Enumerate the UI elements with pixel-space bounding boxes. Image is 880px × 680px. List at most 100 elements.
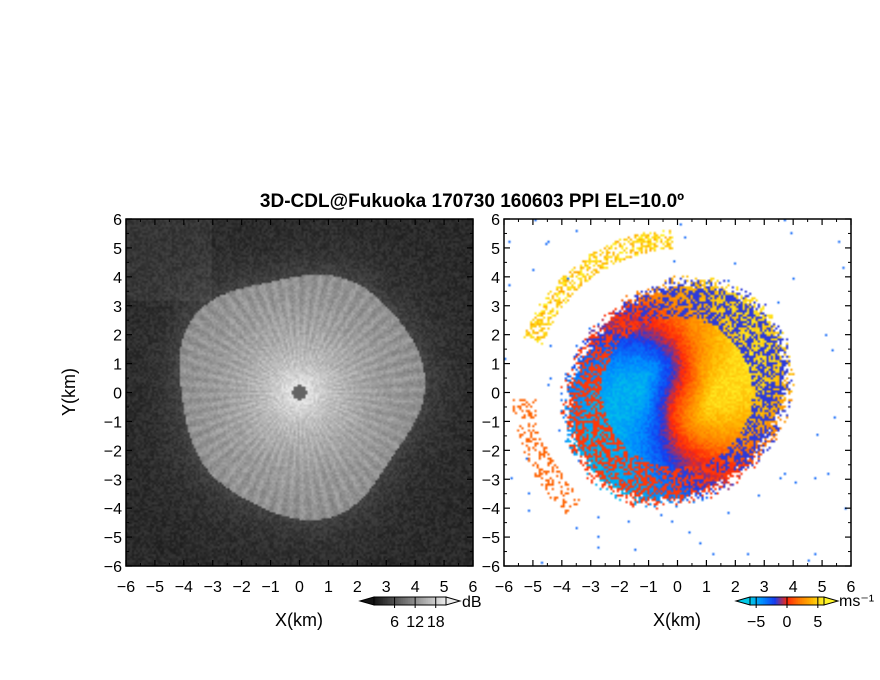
velocity-colorbar-cell xyxy=(811,597,814,605)
snr-colorbar-cell xyxy=(411,597,415,605)
snr-ytick-label: −2 xyxy=(104,443,122,460)
snr-colorbar-cell xyxy=(375,597,379,605)
snr-ytick-label: 5 xyxy=(113,241,122,258)
snr-ytick-label: 6 xyxy=(113,212,122,229)
velocity-colorbar-cell xyxy=(792,597,795,605)
velocity-colorbar-cell xyxy=(805,597,808,605)
snr-colorbar-cell xyxy=(422,597,425,605)
snr-colorbar-cell xyxy=(419,597,422,605)
snr-colorbar-low-arrow xyxy=(358,596,375,606)
snr-xtick-label: −5 xyxy=(146,579,164,596)
velocity-xtick-label: 1 xyxy=(702,579,711,596)
snr-colorbar-cell xyxy=(435,597,438,605)
velocity-colorbar-cell xyxy=(818,597,821,605)
snr-colorbar-cell xyxy=(429,597,433,605)
velocity-colorbar-cell xyxy=(762,597,766,605)
snr-colorbar-cell xyxy=(395,597,398,605)
snr-colorbar-cell xyxy=(379,597,382,605)
snr-colorbar-cell xyxy=(431,597,434,605)
velocity-colorbar-cell xyxy=(820,597,823,605)
snr-colorbar-cell xyxy=(399,597,402,605)
snr-colorbar-cell xyxy=(442,597,445,605)
velocity-ytick-label: −6 xyxy=(482,559,500,576)
velocity-colorbar-cell xyxy=(777,597,781,605)
velocity-xtick-label: 4 xyxy=(789,579,798,596)
velocity-ytick-label: −3 xyxy=(482,472,500,489)
snr-xtick-label: −2 xyxy=(233,579,251,596)
velocity-colorbar: −5 0 5 ms⁻¹ xyxy=(734,593,874,631)
velocity-ytick-label: 5 xyxy=(491,241,500,258)
snr-colorbar-cell xyxy=(417,597,420,605)
snr-ytick-label: 3 xyxy=(113,299,122,316)
velocity-colorbar-cell xyxy=(772,597,775,605)
snr-colorbar-tick-label: 12 xyxy=(406,614,424,631)
velocity-x-axis-label: X(km) xyxy=(653,610,701,630)
snr-xtick-label: 2 xyxy=(353,579,362,596)
velocity-colorbar-cell xyxy=(766,597,770,605)
velocity-colorbar-cell xyxy=(755,597,758,605)
snr-xtick-label: 3 xyxy=(382,579,391,596)
velocity-colorbar-cell xyxy=(751,597,755,605)
velocity-colorbar-cell xyxy=(812,597,816,605)
velocity-colorbar-cell xyxy=(761,597,764,605)
snr-colorbar-cell xyxy=(388,597,391,605)
snr-colorbar-cell xyxy=(397,597,400,605)
snr-colorbar-tick-label: 6 xyxy=(390,614,399,631)
snr-xtick-label: −4 xyxy=(175,579,193,596)
velocity-colorbar-cell xyxy=(781,597,784,605)
snr-colorbar-frame xyxy=(373,596,447,606)
snr-colorbar-cell xyxy=(401,597,404,605)
snr-xtick-label: 1 xyxy=(324,579,333,596)
velocity-colorbar-cell xyxy=(770,597,773,605)
velocity-colorbar-tick-label: 5 xyxy=(813,614,822,631)
snr-heatmap-image xyxy=(126,219,473,566)
snr-colorbar-cell xyxy=(433,597,436,605)
snr-colorbar-tick-label: 18 xyxy=(427,614,445,631)
snr-colorbar-cell xyxy=(404,597,407,605)
snr-heatmap xyxy=(126,219,473,566)
velocity-ytick-label: −5 xyxy=(482,530,500,547)
snr-ytick-label: −4 xyxy=(104,501,122,518)
velocity-xtick-label: 0 xyxy=(673,579,682,596)
velocity-colorbar-cell xyxy=(803,597,807,605)
velocity-ytick-label: −2 xyxy=(482,443,500,460)
velocity-ytick-label: 1 xyxy=(491,357,500,374)
snr-xtick-label: 4 xyxy=(411,579,420,596)
velocity-colorbar-tick-label: 0 xyxy=(783,614,792,631)
snr-colorbar-cell xyxy=(383,597,386,605)
velocity-colorbar-cell xyxy=(768,597,771,605)
snr-colorbar: 6 12 18 dB xyxy=(358,594,482,631)
snr-colorbar-cell xyxy=(377,597,380,605)
velocity-colorbar-cell xyxy=(801,597,805,605)
velocity-ytick-label: −1 xyxy=(482,414,500,431)
snr-colorbar-cell xyxy=(426,597,429,605)
snr-ytick-label: 2 xyxy=(113,328,122,345)
velocity-colorbar-cell xyxy=(799,597,803,605)
velocity-colorbar-cell xyxy=(753,597,757,605)
snr-colorbar-cell xyxy=(440,597,443,605)
snr-colorbar-cell xyxy=(374,597,377,605)
snr-colorbar-cell xyxy=(392,597,395,605)
velocity-colorbar-cell xyxy=(798,597,801,605)
snr-colorbar-cell xyxy=(402,597,406,605)
velocity-xtick-label: 3 xyxy=(760,579,769,596)
velocity-colorbar-cell xyxy=(814,597,818,605)
velocity-ytick-label: −4 xyxy=(482,501,500,518)
snr-colorbar-cell xyxy=(444,597,447,605)
velocity-colorbar-cell xyxy=(775,597,779,605)
snr-xtick-label: −1 xyxy=(261,579,279,596)
velocity-colorbar-cell xyxy=(787,597,790,605)
snr-colorbar-cell xyxy=(415,597,418,605)
velocity-colorbar-cell xyxy=(822,597,825,605)
velocity-ytick-label: 3 xyxy=(491,299,500,316)
snr-colorbar-high-arrow xyxy=(445,596,462,606)
snr-xtick-label: −3 xyxy=(204,579,222,596)
velocity-colorbar-cell xyxy=(779,597,783,605)
velocity-xtick-label: −2 xyxy=(611,579,629,596)
velocity-colorbar-high-arrow xyxy=(823,596,840,606)
snr-xtick-label: 6 xyxy=(469,579,478,596)
velocity-ticks: −6 −6 −5 −5 −4 −4 −3 −3 −2 −2 −1 −1 0 0 1 1 2 2 3 3 4 4 5 5 6 6 xyxy=(482,212,856,596)
snr-colorbar-cell xyxy=(406,597,409,605)
